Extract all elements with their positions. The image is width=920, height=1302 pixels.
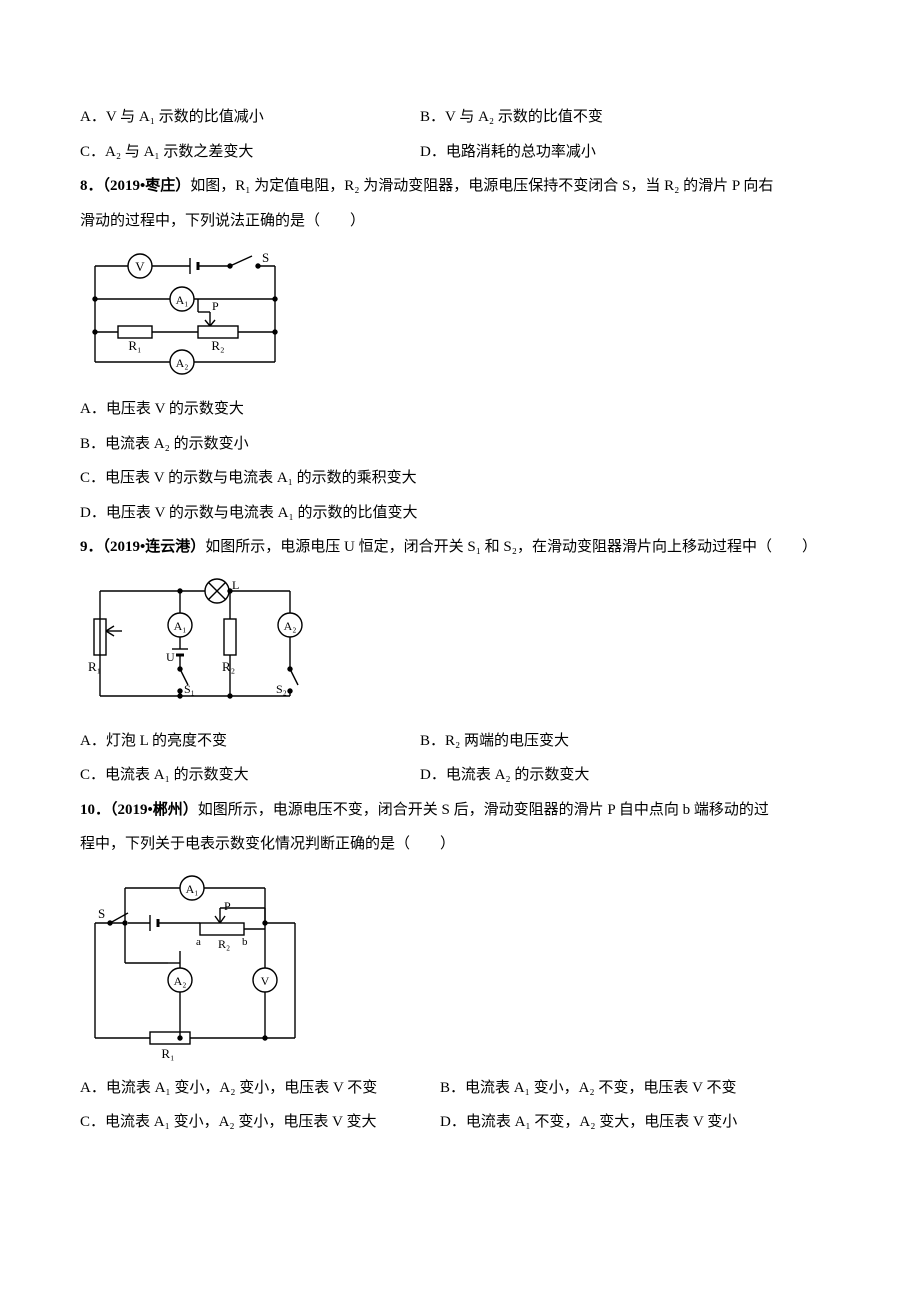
q10-source: （2019•郴州） xyxy=(110,802,198,818)
svg-text:A₂: A₂ xyxy=(176,356,189,370)
q9-circuit-diagram: L R₁ A₁ U S₁ xyxy=(80,571,840,716)
q10-text1: 如图所示，电源电压不变，闭合开关 S 后，滑动变阻器的滑片 P 自中点向 b 端… xyxy=(198,802,769,818)
q9-text: 如图所示，电源电压 U 恒定，闭合开关 S₁ 和 S₂，在滑动变阻器滑片向上移动… xyxy=(205,539,817,555)
q10-line2: 程中，下列关于电表示数变化情况判断正确的是（ ） xyxy=(80,827,840,862)
q8-source: （2019•枣庄） xyxy=(103,178,191,194)
q7-options-row2: C．A₂ 与 A₁ 示数之差变大 D．电路消耗的总功率减小 xyxy=(80,135,840,170)
q10-line1: 10．（2019•郴州）如图所示，电源电压不变，闭合开关 S 后，滑动变阻器的滑… xyxy=(80,793,840,828)
q10-opt-b: B．电流表 A₁ 变小，A₂ 不变，电压表 V 不变 xyxy=(440,1071,840,1106)
q10-num: 10． xyxy=(80,802,110,818)
q8-line2: 滑动的过程中，下列说法正确的是（ ） xyxy=(80,204,840,239)
q8-text1: 如图，R₁ 为定值电阻，R₂ 为滑动变阻器，电源电压保持不变闭合 S，当 R₂ … xyxy=(190,178,773,194)
q10-opt-d: D．电流表 A₁ 不变，A₂ 变大，电压表 V 变小 xyxy=(440,1105,840,1140)
page: A．V 与 A₁ 示数的比值减小 B．V 与 A₂ 示数的比值不变 C．A₂ 与… xyxy=(0,0,920,1302)
svg-text:R₂: R₂ xyxy=(222,659,235,674)
q9-opt-d: D．电流表 A₂ 的示数变大 xyxy=(420,758,840,793)
q8-line1: 8．（2019•枣庄）如图，R₁ 为定值电阻，R₂ 为滑动变阻器，电源电压保持不… xyxy=(80,169,840,204)
svg-text:b: b xyxy=(242,936,248,948)
svg-text:R₁: R₁ xyxy=(88,659,101,674)
svg-text:R₂: R₂ xyxy=(211,338,224,353)
svg-text:a: a xyxy=(196,936,201,948)
q9-opt-c: C．电流表 A₁ 的示数变大 xyxy=(80,758,420,793)
svg-text:P: P xyxy=(224,899,231,913)
svg-text:S: S xyxy=(262,250,269,265)
svg-text:U: U xyxy=(166,650,175,664)
svg-text:A₁: A₁ xyxy=(186,882,199,896)
svg-text:S₂: S₂ xyxy=(276,682,287,696)
svg-text:R₂: R₂ xyxy=(218,937,230,951)
q10-options-row1: A．电流表 A₁ 变小，A₂ 变小，电压表 V 不变 B．电流表 A₁ 变小，A… xyxy=(80,1071,840,1106)
q9-opt-a: A．灯泡 L 的亮度不变 xyxy=(80,724,420,759)
svg-text:S₁: S₁ xyxy=(184,682,195,696)
svg-text:A₁: A₁ xyxy=(176,293,189,307)
svg-text:A₂: A₂ xyxy=(174,974,187,988)
svg-text:S: S xyxy=(98,906,105,921)
q9-source: （2019•连云港） xyxy=(103,539,206,555)
svg-text:P: P xyxy=(212,299,219,313)
svg-text:L: L xyxy=(232,578,239,592)
q10-circuit-diagram: A₁ S xyxy=(80,868,840,1063)
q8-opt-c: C．电压表 V 的示数与电流表 A₁ 的示数的乘积变大 xyxy=(80,461,840,496)
svg-text:V: V xyxy=(135,259,145,274)
svg-text:A₁: A₁ xyxy=(174,619,187,633)
q7-opt-b: B．V 与 A₂ 示数的比值不变 xyxy=(420,100,840,135)
q8-opt-b: B．电流表 A₂ 的示数变小 xyxy=(80,427,840,462)
q8-opt-d: D．电压表 V 的示数与电流表 A₁ 的示数的比值变大 xyxy=(80,496,840,531)
svg-text:A₂: A₂ xyxy=(284,619,297,633)
q10-opt-a: A．电流表 A₁ 变小，A₂ 变小，电压表 V 不变 xyxy=(80,1071,440,1106)
q10-opt-c: C．电流表 A₁ 变小，A₂ 变小，电压表 V 变大 xyxy=(80,1105,440,1140)
q10-options-row2: C．电流表 A₁ 变小，A₂ 变小，电压表 V 变大 D．电流表 A₁ 不变，A… xyxy=(80,1105,840,1140)
q8-num: 8． xyxy=(80,178,103,194)
q7-opt-d: D．电路消耗的总功率减小 xyxy=(420,135,840,170)
q7-opt-c: C．A₂ 与 A₁ 示数之差变大 xyxy=(80,135,420,170)
svg-text:V: V xyxy=(261,974,270,988)
q8-opt-a: A．电压表 V 的示数变大 xyxy=(80,392,840,427)
q8-circuit-diagram: V S A₁ xyxy=(80,244,840,384)
svg-text:R₁: R₁ xyxy=(128,338,141,353)
q9-line: 9．（2019•连云港）如图所示，电源电压 U 恒定，闭合开关 S₁ 和 S₂，… xyxy=(80,530,840,565)
svg-text:R₁: R₁ xyxy=(161,1046,174,1061)
q9-options-row1: A．灯泡 L 的亮度不变 B．R₂ 两端的电压变大 xyxy=(80,724,840,759)
q7-options-row1: A．V 与 A₁ 示数的比值减小 B．V 与 A₂ 示数的比值不变 xyxy=(80,100,840,135)
q9-opt-b: B．R₂ 两端的电压变大 xyxy=(420,724,840,759)
q9-options-row2: C．电流表 A₁ 的示数变大 D．电流表 A₂ 的示数变大 xyxy=(80,758,840,793)
q9-num: 9． xyxy=(80,539,103,555)
q7-opt-a: A．V 与 A₁ 示数的比值减小 xyxy=(80,100,420,135)
